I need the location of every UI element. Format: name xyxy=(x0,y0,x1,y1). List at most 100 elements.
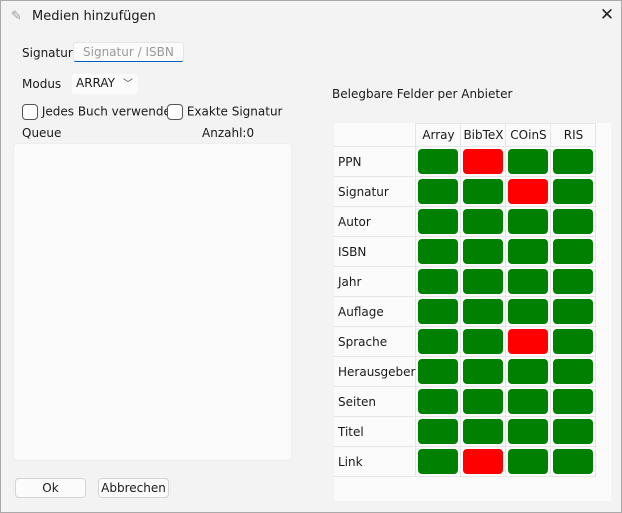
table-cell xyxy=(460,266,507,297)
available-indicator xyxy=(553,269,594,294)
row-label: Herausgeber xyxy=(334,356,417,387)
table-cell xyxy=(505,236,552,267)
table-cell xyxy=(460,356,507,387)
table-cell xyxy=(550,326,597,357)
available-indicator xyxy=(463,299,504,324)
table-cell xyxy=(505,326,552,357)
table-row: ISBN xyxy=(334,236,597,267)
table-cell xyxy=(415,416,462,447)
table-cell xyxy=(460,206,507,237)
available-indicator xyxy=(553,329,594,354)
table-cell xyxy=(505,356,552,387)
available-indicator xyxy=(418,149,459,174)
available-indicator xyxy=(418,179,459,204)
table-row: PPN xyxy=(334,146,597,177)
table-row: Jahr xyxy=(334,266,597,297)
cancel-button[interactable]: Abbrechen xyxy=(98,478,169,498)
close-button[interactable]: ✕ xyxy=(599,5,615,25)
exakte-signatur-label: Exakte Signatur xyxy=(186,104,283,119)
available-indicator xyxy=(508,299,549,324)
column-header: COinS xyxy=(505,123,552,147)
row-label: Sprache xyxy=(334,326,417,357)
table-cell xyxy=(550,266,597,297)
available-indicator xyxy=(418,329,459,354)
jedes-buch-label: Jedes Buch verwenden xyxy=(41,104,179,119)
table-cell xyxy=(505,416,552,447)
jedes-buch-checkbox[interactable]: Jedes Buch verwenden xyxy=(22,104,179,120)
table-cell xyxy=(460,386,507,417)
row-label: Signatur xyxy=(334,176,417,207)
available-indicator xyxy=(463,359,504,384)
table-cell xyxy=(415,446,462,477)
table-cell xyxy=(550,386,597,417)
table-cell xyxy=(505,296,552,327)
table-cell xyxy=(505,146,552,177)
table-row: Seiten xyxy=(334,386,597,417)
column-header: RIS xyxy=(550,123,597,147)
fields-panel-title: Belegbare Felder per Anbieter xyxy=(332,87,513,101)
anzahl-label: Anzahl:0 xyxy=(202,126,255,140)
available-indicator xyxy=(463,419,504,444)
available-indicator xyxy=(418,449,459,474)
available-indicator xyxy=(508,359,549,384)
modus-value: ARRAY xyxy=(76,76,116,90)
table-cell xyxy=(550,356,597,387)
queue-list[interactable] xyxy=(13,143,292,461)
unavailable-indicator xyxy=(508,329,549,354)
available-indicator xyxy=(508,149,549,174)
table-cell xyxy=(460,236,507,267)
row-label: Link xyxy=(334,446,417,477)
available-indicator xyxy=(418,359,459,384)
table-cell xyxy=(550,416,597,447)
corner-cell xyxy=(334,123,417,147)
column-header: BibTeX xyxy=(460,123,507,147)
available-indicator xyxy=(553,239,594,264)
table-cell xyxy=(460,416,507,447)
table-row: Herausgeber xyxy=(334,356,597,387)
available-indicator xyxy=(553,209,594,234)
available-indicator xyxy=(418,269,459,294)
available-indicator xyxy=(463,209,504,234)
available-indicator xyxy=(553,179,594,204)
table-cell xyxy=(505,386,552,417)
window-title: Medien hinzufügen xyxy=(32,9,156,24)
available-indicator xyxy=(418,299,459,324)
table-row: Titel xyxy=(334,416,597,447)
table-row: Sprache xyxy=(334,326,597,357)
checkbox-icon xyxy=(22,104,38,120)
table-cell xyxy=(415,146,462,177)
available-indicator xyxy=(508,419,549,444)
available-indicator xyxy=(508,239,549,264)
modus-select[interactable]: ARRAY ﹀ xyxy=(72,74,138,94)
table-cell xyxy=(460,446,507,477)
table-cell xyxy=(550,176,597,207)
available-indicator xyxy=(463,179,504,204)
table-cell xyxy=(460,146,507,177)
table-cell xyxy=(550,296,597,327)
unavailable-indicator xyxy=(463,149,504,174)
row-label: Titel xyxy=(334,416,417,447)
table-cell xyxy=(415,386,462,417)
signatur-input[interactable]: Signatur / ISBN xyxy=(73,42,184,62)
row-label: Auflage xyxy=(334,296,417,327)
table-cell xyxy=(550,446,597,477)
table-cell xyxy=(505,446,552,477)
available-indicator xyxy=(553,419,594,444)
table-cell xyxy=(415,176,462,207)
table-cell xyxy=(505,176,552,207)
table-cell xyxy=(415,326,462,357)
available-indicator xyxy=(508,269,549,294)
ok-button[interactable]: Ok xyxy=(15,478,86,498)
table-cell xyxy=(505,206,552,237)
unavailable-indicator xyxy=(508,179,549,204)
exakte-signatur-checkbox[interactable]: Exakte Signatur xyxy=(167,104,283,120)
available-indicator xyxy=(418,209,459,234)
table-cell xyxy=(550,236,597,267)
available-indicator xyxy=(463,329,504,354)
available-indicator xyxy=(463,269,504,294)
available-indicator xyxy=(463,239,504,264)
row-label: Jahr xyxy=(334,266,417,297)
available-indicator xyxy=(418,389,459,414)
modus-label: Modus xyxy=(22,77,62,91)
